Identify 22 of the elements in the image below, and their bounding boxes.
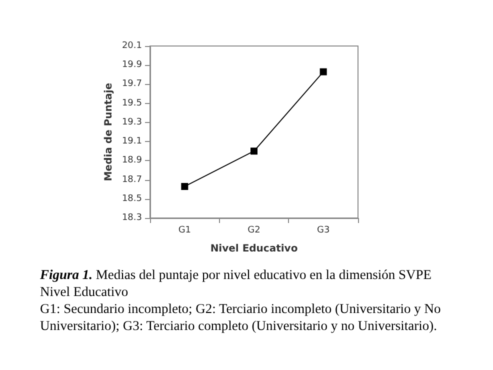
text: Medias del puntaje por nivel educativo en la dimensión SVPE: [96, 267, 432, 282]
y-tick-label: 19.9: [122, 60, 142, 70]
y-tick-label: 19.1: [122, 136, 142, 147]
x-axis-title: Nivel Educativo: [210, 244, 298, 254]
point: [320, 68, 327, 76]
y-tick-label: 18.3: [122, 213, 142, 223]
y-tick-label: 18.9: [122, 156, 142, 166]
x-tick-label: G3: [316, 226, 330, 236]
y-tick-label: 19.3: [122, 117, 142, 128]
text: Nivel Educativo: [40, 283, 130, 300]
y-tick-label: 18.5: [122, 194, 142, 204]
y-tick-label: 20.1: [122, 41, 142, 51]
text: Figura 1.: [40, 267, 93, 282]
y-tick-label: 18.7: [122, 174, 142, 185]
x-tick-label: G2: [248, 226, 260, 236]
text: G1: Secundario incompleto; G2: Terciario incompleto (Universitario y No Universitario); G3: Terciario completo (Universitario y no Universitario).: [40, 300, 442, 334]
y-axis-title: Media de Puntaje: [104, 82, 114, 182]
point: [181, 182, 188, 190]
point: [250, 148, 258, 155]
y-tick-label: 19.5: [122, 98, 142, 108]
x-tick-label: G1: [178, 226, 192, 236]
y-tick-label: 19.7: [122, 79, 142, 90]
